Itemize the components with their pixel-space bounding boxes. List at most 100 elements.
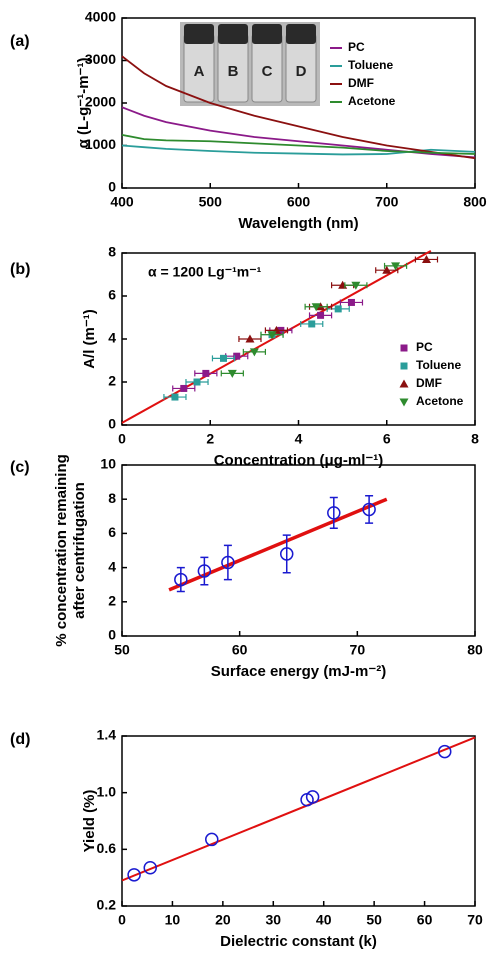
y-tick-label: 2 bbox=[108, 593, 116, 609]
y-tick-label: 0 bbox=[108, 416, 116, 432]
marker bbox=[400, 344, 408, 352]
y-tick-label: 1.0 bbox=[97, 783, 117, 799]
y-tick-label: 4 bbox=[108, 558, 116, 574]
y-tick-label: 0.6 bbox=[97, 840, 117, 856]
x-tick-label: 60 bbox=[232, 642, 248, 658]
marker bbox=[227, 369, 237, 378]
y-tick-label: 8 bbox=[108, 244, 116, 260]
fit-line bbox=[121, 736, 476, 882]
x-tick-label: 70 bbox=[467, 912, 483, 928]
marker bbox=[267, 331, 277, 340]
x-axis-label: Dielectric constant (k) bbox=[220, 933, 377, 950]
marker bbox=[221, 555, 235, 570]
error-bar bbox=[365, 495, 374, 524]
panel-label: (a) bbox=[10, 33, 30, 50]
marker bbox=[171, 393, 179, 401]
y-tick-label: 0.2 bbox=[97, 897, 117, 913]
marker bbox=[400, 362, 408, 370]
y-tick-label: 10 bbox=[100, 456, 116, 472]
marker bbox=[249, 348, 259, 357]
marker bbox=[197, 564, 212, 578]
vial-cap bbox=[286, 24, 316, 44]
marker bbox=[308, 320, 316, 328]
marker bbox=[193, 378, 201, 386]
y-tick-label: 1000 bbox=[85, 136, 116, 152]
x-axis-label: Wavelength (nm) bbox=[238, 215, 358, 232]
error-bar bbox=[282, 534, 291, 574]
y-axis-label: Yield (%) bbox=[81, 790, 98, 853]
marker bbox=[351, 281, 361, 290]
marker bbox=[279, 547, 294, 561]
marker bbox=[219, 354, 227, 362]
marker bbox=[127, 868, 141, 882]
y-tick-label: 2000 bbox=[85, 94, 116, 110]
x-tick-label: 0 bbox=[118, 912, 126, 928]
vial-cap bbox=[184, 24, 214, 44]
legend-label: Toluene bbox=[416, 358, 461, 372]
marker bbox=[334, 305, 342, 313]
marker bbox=[317, 311, 325, 319]
error-bar bbox=[176, 566, 185, 593]
y-tick-label: 0 bbox=[108, 627, 116, 643]
marker bbox=[421, 254, 431, 263]
x-tick-label: 500 bbox=[199, 194, 223, 210]
marker bbox=[399, 398, 409, 407]
x-tick-label: 30 bbox=[265, 912, 281, 928]
marker bbox=[382, 265, 392, 274]
x-tick-label: 800 bbox=[463, 194, 487, 210]
marker bbox=[391, 262, 401, 271]
y-tick-label: 4 bbox=[108, 330, 116, 346]
plot-frame bbox=[121, 252, 476, 426]
inset-label: A bbox=[194, 63, 205, 80]
annotation: α = 1200 Lg⁻¹m⁻¹ bbox=[148, 264, 262, 280]
x-tick-label: 70 bbox=[350, 642, 366, 658]
plot-frame bbox=[121, 17, 476, 189]
y-axis-label: α (L-g⁻¹-m⁻¹) bbox=[75, 58, 92, 149]
x-tick-label: 8 bbox=[471, 431, 479, 447]
vial-cap bbox=[218, 24, 248, 44]
plot-frame bbox=[121, 464, 476, 637]
vial-cap bbox=[252, 24, 282, 44]
x-tick-label: 60 bbox=[417, 912, 433, 928]
series-line bbox=[121, 55, 476, 160]
inset-label: D bbox=[296, 63, 307, 80]
marker bbox=[327, 506, 341, 520]
x-tick-label: 40 bbox=[316, 912, 332, 928]
x-tick-label: 80 bbox=[467, 642, 483, 658]
x-tick-label: 0 bbox=[118, 431, 126, 447]
y-tick-label: 6 bbox=[108, 287, 116, 303]
legend-label: Acetone bbox=[416, 394, 464, 408]
panel-label: (d) bbox=[10, 731, 30, 748]
inset-label: B bbox=[228, 63, 239, 80]
panel-label: (b) bbox=[10, 261, 30, 278]
marker bbox=[311, 303, 321, 312]
marker bbox=[143, 861, 157, 875]
marker bbox=[205, 832, 219, 847]
x-tick-label: 20 bbox=[215, 912, 231, 928]
y-axis-label: % concentration remaining bbox=[53, 454, 70, 647]
x-tick-label: 50 bbox=[114, 642, 130, 658]
marker bbox=[399, 379, 409, 388]
error-bar bbox=[329, 496, 338, 530]
marker bbox=[305, 790, 320, 804]
y-tick-label: 2 bbox=[108, 373, 116, 389]
plot-frame bbox=[121, 735, 476, 907]
x-tick-label: 6 bbox=[383, 431, 391, 447]
y-axis-label: after centrifugation bbox=[71, 482, 88, 619]
marker bbox=[174, 572, 188, 587]
y-tick-label: 0 bbox=[108, 179, 116, 195]
legend-label: PC bbox=[416, 340, 433, 354]
marker bbox=[233, 352, 241, 360]
inset-label: C bbox=[262, 63, 273, 80]
y-axis-label: A/l (m⁻¹) bbox=[81, 309, 98, 369]
x-tick-label: 2 bbox=[206, 431, 214, 447]
y-tick-label: 8 bbox=[108, 490, 116, 506]
x-tick-label: 10 bbox=[165, 912, 181, 928]
x-tick-label: 400 bbox=[110, 194, 134, 210]
panel-label: (c) bbox=[10, 459, 30, 476]
y-tick-label: 3000 bbox=[85, 51, 116, 67]
x-tick-label: 50 bbox=[366, 912, 382, 928]
error-bar bbox=[223, 544, 232, 581]
y-tick-label: 6 bbox=[108, 524, 116, 540]
